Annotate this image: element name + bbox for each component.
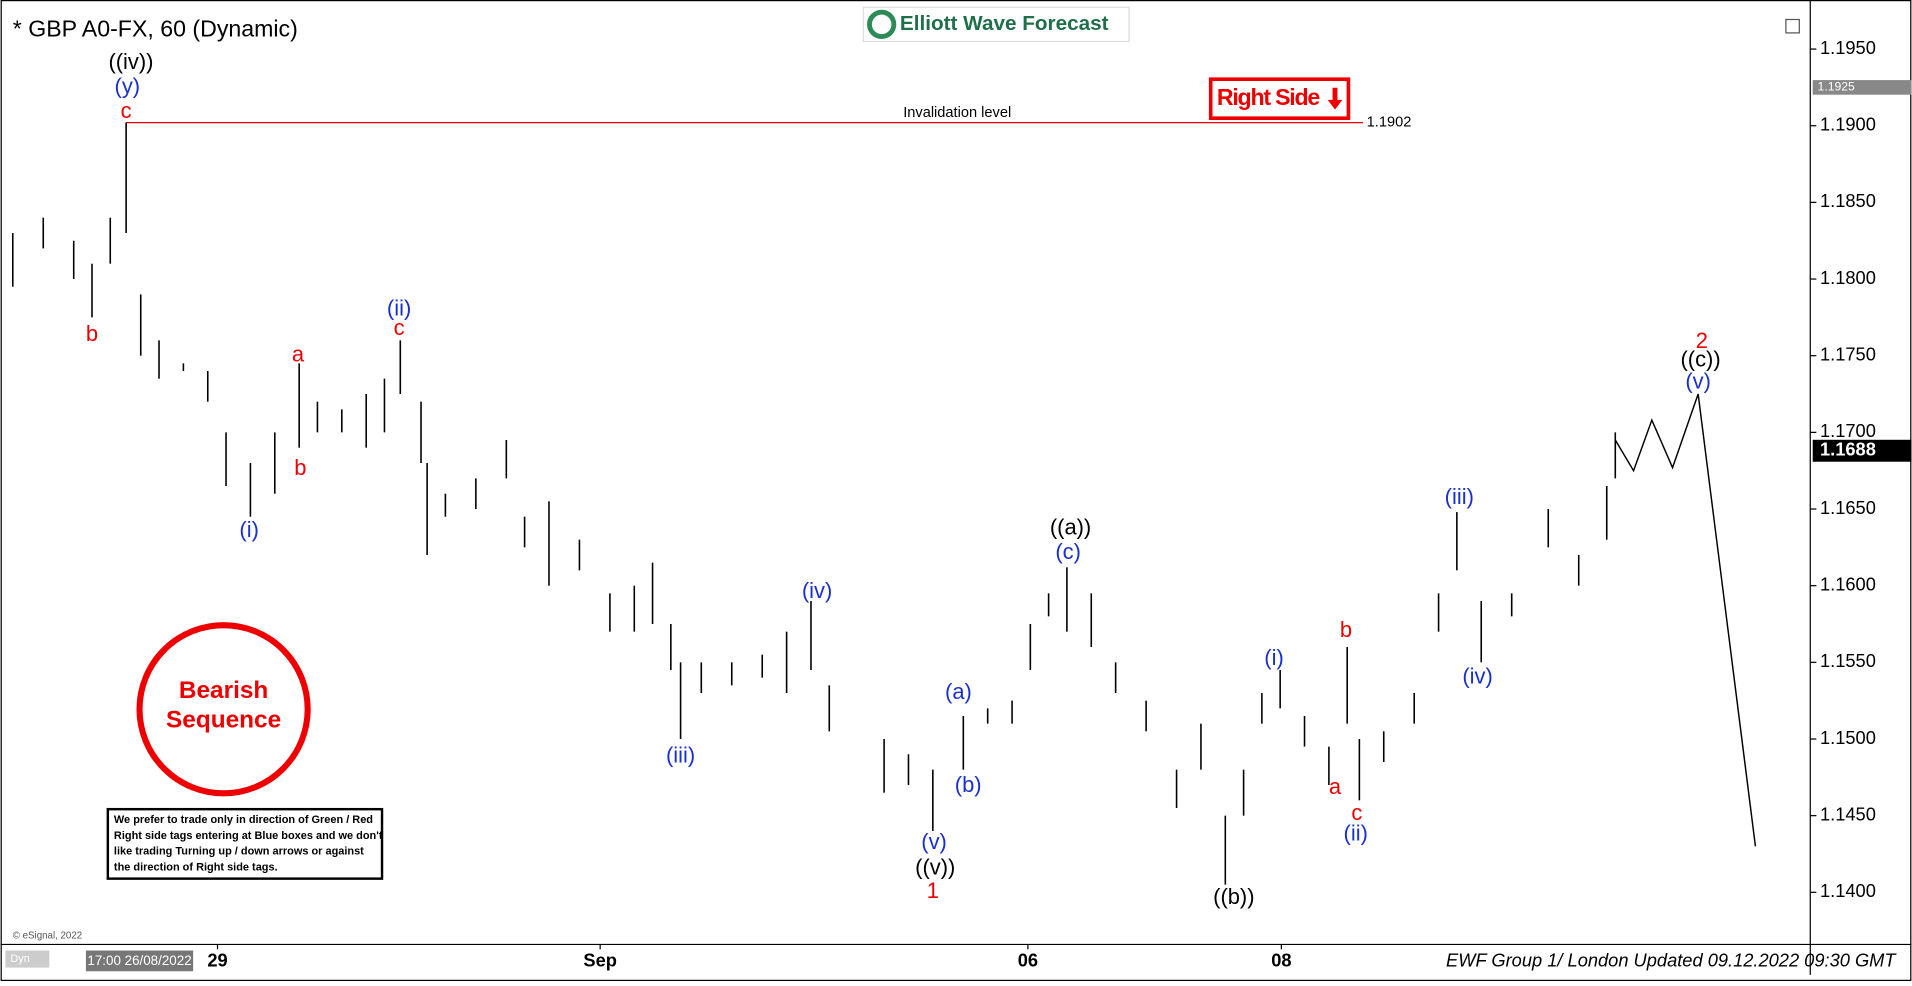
- x-tick-label: 29: [207, 949, 227, 970]
- tag-box: [1208, 77, 1351, 121]
- wave-label: c: [1351, 800, 1362, 825]
- logo-box: [862, 6, 1130, 43]
- chart-title: * GBP A0-FX, 60 (Dynamic): [13, 16, 298, 42]
- note-line: like trading Turning up / down arrows or…: [114, 846, 364, 858]
- wave-label: ((b)): [1213, 884, 1254, 909]
- wave-label: ((iv)): [108, 49, 153, 74]
- x-tick-label: Sep: [583, 949, 617, 970]
- projection-line: [1614, 393, 1757, 847]
- wave-label: ((a)): [1050, 515, 1091, 540]
- y-tick-label: 1.1900: [1820, 114, 1876, 135]
- price-tag: [1812, 439, 1912, 462]
- wave-label: b: [86, 321, 98, 346]
- wave-label: c: [121, 98, 132, 123]
- note-line: We prefer to trade only in direction of …: [114, 814, 373, 826]
- wave-label: (iv): [1462, 663, 1492, 688]
- wave-label: (ii): [1344, 821, 1368, 846]
- price-tag: [1812, 80, 1912, 95]
- wave-label: a: [292, 342, 305, 367]
- note: We prefer to trade only in direction of …: [114, 814, 383, 874]
- plot: [11, 122, 1757, 885]
- wave-label: 2: [1696, 328, 1708, 353]
- wave-label: (b): [955, 772, 982, 797]
- wave-label: (i): [1264, 645, 1283, 670]
- y-tick-label: 1.1750: [1820, 344, 1876, 365]
- y-tick-label: 1.1400: [1820, 880, 1876, 901]
- wave-label: 1: [927, 878, 939, 903]
- wave-label: (iv): [802, 578, 832, 603]
- wave-label: (ii): [387, 295, 411, 320]
- wave-label: a: [1329, 774, 1342, 799]
- y-tick-label: 1.1850: [1820, 190, 1876, 211]
- footer: EWF Group 1/ London Updated 09.12.2022 0…: [1446, 949, 1897, 970]
- source: © eSignal, 2022: [13, 930, 82, 941]
- x-tick-label: 06: [1018, 949, 1038, 970]
- logo-text: Elliott Wave Forecast: [900, 12, 1109, 35]
- y-tick-label: 1.1950: [1820, 37, 1876, 58]
- y-tick-label: 1.1500: [1820, 727, 1876, 748]
- dyn-text: Dyn: [10, 953, 29, 965]
- invalidation-value: 1.1902: [1367, 115, 1412, 131]
- note-box: [106, 807, 384, 880]
- badge-circle: [136, 622, 311, 797]
- wave-label: c: [394, 315, 405, 340]
- y-tick-label: 1.1650: [1820, 497, 1876, 518]
- wave-label: ((c)): [1680, 347, 1720, 372]
- tag-arrow: [1327, 87, 1343, 110]
- y-tick-label: 1.1800: [1820, 267, 1876, 288]
- start-time: 17:00 26/08/2022: [87, 953, 191, 968]
- wave-label: (v): [1685, 368, 1711, 393]
- y-tick-label: 1.1700: [1820, 420, 1876, 441]
- dyn-box: [5, 950, 50, 968]
- invalidation-label: Invalidation level: [903, 105, 1011, 121]
- price-tag-label: 1.1925: [1818, 80, 1855, 94]
- y-tick-label: 1.1550: [1820, 650, 1876, 671]
- note-line: the direction of Right side tags.: [114, 862, 278, 874]
- y-tick-label: 1.1600: [1820, 574, 1876, 595]
- badge-text: Bearish Sequence: [166, 678, 281, 734]
- note-line: Right side tags entering at Blue boxes a…: [114, 830, 383, 842]
- tag-text: Right Side: [1217, 84, 1321, 110]
- wave-label: ((v)): [915, 855, 955, 880]
- x-tick-label: 08: [1271, 949, 1291, 970]
- wave-label: (a): [945, 679, 972, 704]
- wave-label: b: [1340, 617, 1352, 642]
- restore-icon[interactable]: [1785, 18, 1800, 34]
- wave-label: (i): [239, 517, 258, 542]
- price-tag-label: 1.1688: [1820, 439, 1876, 460]
- logo-icon: [867, 9, 897, 39]
- wave-label: (y): [115, 74, 141, 99]
- wave-label: (v): [921, 829, 947, 854]
- y-tick-label: 1.1450: [1820, 803, 1876, 824]
- wave-label: b: [294, 455, 306, 480]
- wave-label: (c): [1055, 539, 1081, 564]
- wave-label: (iii): [666, 743, 695, 768]
- time-box: [85, 950, 194, 972]
- wave-label: (iii): [1445, 484, 1474, 509]
